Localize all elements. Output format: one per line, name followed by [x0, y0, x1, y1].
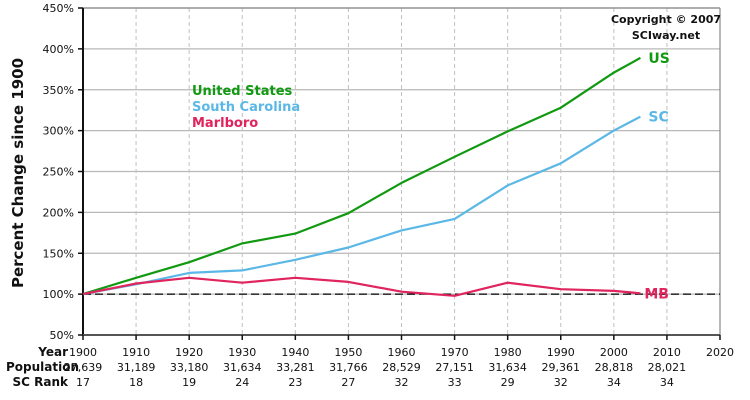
series-line-us: [82, 56, 641, 296]
y-tick-label: 150%: [43, 247, 74, 260]
population-value: 31,634: [488, 361, 527, 374]
sc-rank-value: 33: [448, 376, 462, 389]
series-line-mb: [82, 276, 641, 297]
x-tick-year: 1970: [441, 346, 469, 359]
copyright-note: Copyright © 2007 SCIway.net: [611, 13, 721, 42]
row-label-population: Population: [6, 360, 79, 374]
end-label-us: US: [648, 51, 669, 67]
y-tick-label: 250%: [43, 166, 74, 179]
x-tick-year: 1920: [175, 346, 203, 359]
y-tick-label: 300%: [43, 125, 74, 138]
population-value: 33,180: [170, 361, 209, 374]
sc-rank-value: 32: [554, 376, 568, 389]
x-tick-year: 1930: [228, 346, 256, 359]
series-line-sc: [82, 115, 641, 296]
grid: [83, 7, 721, 336]
x-tick-year: 1940: [281, 346, 309, 359]
sc-rank-value: 29: [501, 376, 515, 389]
population-value: 31,634: [223, 361, 262, 374]
sc-rank-value: 23: [288, 376, 302, 389]
sc-rank-value: 34: [607, 376, 621, 389]
y-axis-label: Percent Change since 1900: [9, 58, 27, 288]
sc-rank-value: 27: [341, 376, 355, 389]
population-value: 31,189: [117, 361, 156, 374]
legend-entry-us: United States: [192, 84, 293, 99]
row-label-year: Year: [37, 345, 68, 359]
y-tick-label: 50%: [50, 329, 74, 342]
population-value: 27,151: [435, 361, 474, 374]
x-tick-year: 1950: [334, 346, 362, 359]
y-tick-label: 200%: [43, 206, 74, 219]
end-label-sc: SC: [648, 110, 668, 126]
copyright-line1: Copyright © 2007: [611, 13, 721, 26]
population-value: 33,281: [276, 361, 315, 374]
y-tick-label: 100%: [43, 288, 74, 301]
copyright-line2: SCIway.net: [632, 29, 700, 42]
series-lines: [82, 56, 641, 297]
population-value: 28,529: [382, 361, 421, 374]
y-tick-label: 450%: [43, 2, 74, 15]
sc-rank-value: 19: [182, 376, 196, 389]
legend-entry-sc: South Carolina: [192, 100, 300, 115]
sc-rank-value: 18: [129, 376, 143, 389]
population-value: 28,021: [648, 361, 687, 374]
x-tick-year: 2020: [706, 346, 734, 359]
x-tick-year: 2010: [653, 346, 681, 359]
x-tick-year: 1980: [494, 346, 522, 359]
x-tick-year: 1900: [69, 346, 97, 359]
population-value: 28,818: [595, 361, 634, 374]
x-tick-year: 1910: [122, 346, 150, 359]
sc-rank-value: 34: [660, 376, 674, 389]
y-axis-ticks: 50% 100% 150% 200% 250% 300% 350% 400% 450%: [43, 2, 83, 342]
population-value: 27,639: [64, 361, 103, 374]
sc-rank-value: 24: [235, 376, 249, 389]
sc-rank-value: 17: [76, 376, 90, 389]
x-tick-year: 1990: [547, 346, 575, 359]
y-tick-label: 400%: [43, 43, 74, 56]
x-tick-year: 1960: [388, 346, 416, 359]
row-label-sc-rank: SC Rank: [13, 375, 70, 389]
population-value: 29,361: [542, 361, 581, 374]
population-value: 31,766: [329, 361, 368, 374]
y-tick-label: 350%: [43, 84, 74, 97]
sc-rank-value: 32: [395, 376, 409, 389]
legend-entry-mb: Marlboro: [192, 116, 258, 131]
end-label-mb: MB: [644, 286, 669, 302]
series-end-labels: US SC MB: [644, 51, 669, 302]
x-tick-year: 2000: [600, 346, 628, 359]
